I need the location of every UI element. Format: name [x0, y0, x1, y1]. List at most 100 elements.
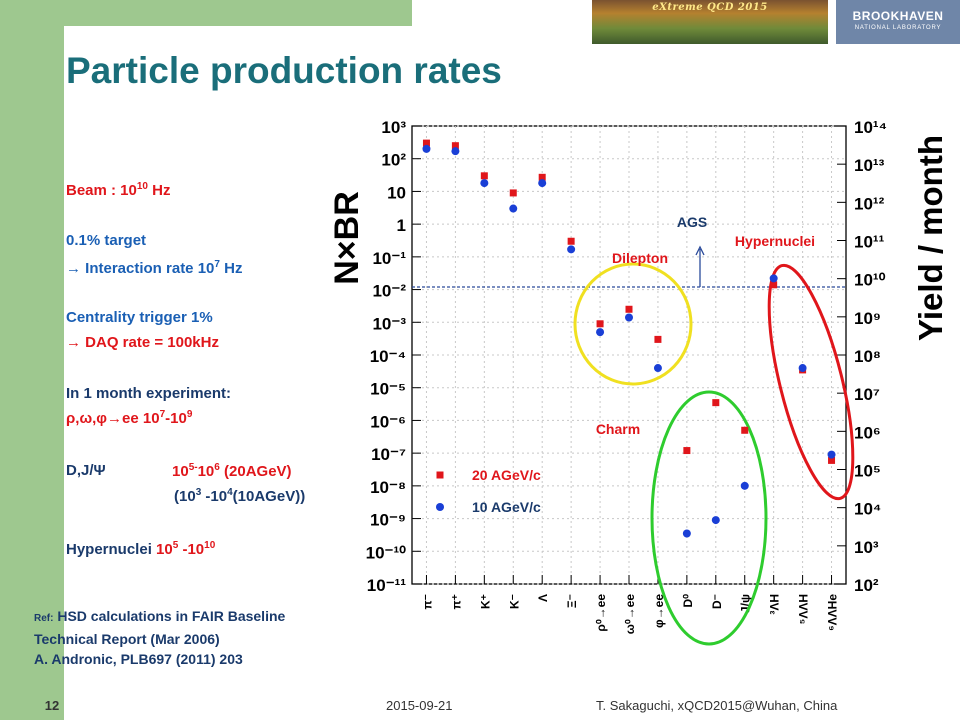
- y-axis-title: N×BR: [330, 191, 366, 285]
- data-point-0: [770, 281, 778, 289]
- category-label: ⁵ΛΛH: [797, 594, 811, 624]
- y-tick-label: 10⁻⁸: [370, 478, 406, 497]
- category-label: Λ: [536, 594, 550, 602]
- y-tick-label: 10⁻⁴: [370, 347, 406, 366]
- y-tick-label: 10⁻¹: [372, 249, 406, 268]
- data-point-1: [682, 529, 691, 538]
- charm-label: D,J/Ψ: [66, 462, 106, 479]
- y-tick-label: 10⁻⁵: [370, 380, 406, 399]
- banner-text: eXtreme QCD 2015: [652, 2, 768, 13]
- data-point-0: [538, 173, 546, 181]
- y2-tick-label: 10⁶: [854, 423, 881, 442]
- hypernuclei-rate: Hypernuclei 105 -1010: [66, 540, 216, 558]
- data-point-0: [828, 456, 836, 464]
- reference-prefix: Ref:: [34, 613, 54, 624]
- reference: Ref: HSD calculations in FAIR Baseline T…: [34, 606, 285, 669]
- y-tick-label: 10⁻²: [372, 282, 406, 301]
- ags-label: AGS: [677, 214, 707, 230]
- brookhaven-logo: BROOKHAVEN NATIONAL LABORATORY: [836, 0, 960, 44]
- conference-banner: eXtreme QCD 2015: [592, 0, 828, 44]
- data-point-0: [567, 237, 575, 245]
- y2-tick-label: 10⁷: [854, 385, 880, 404]
- category-label: ⁶ΛΛHe: [826, 594, 840, 631]
- category-label: π⁻: [420, 594, 434, 610]
- reference-line-2: Technical Report (Mar 2006): [34, 631, 220, 647]
- data-point-1: [596, 328, 605, 337]
- side-accent-bar: [0, 0, 64, 720]
- y-tick-label: 10⁻¹¹: [367, 576, 407, 595]
- data-point-1: [653, 364, 662, 373]
- group-label-hypernuclei: Hypernuclei: [735, 233, 815, 249]
- vector-meson-rate: ρ,ω,φ→ee 107-109: [66, 409, 193, 427]
- data-point-0: [509, 189, 517, 197]
- category-label: ω⁰→ee: [623, 594, 637, 635]
- legend-marker: [436, 503, 444, 511]
- group-ellipse-hypernuclei: [767, 263, 855, 501]
- daq-rate: → DAQ rate = 100kHz: [66, 334, 219, 351]
- y2-tick-label: 10³: [854, 538, 879, 557]
- category-label: K⁺: [478, 594, 492, 609]
- target-text: 0.1% target: [66, 232, 147, 249]
- y-tick-label: 10⁻⁷: [371, 445, 406, 464]
- category-label: D⁰: [681, 594, 695, 608]
- data-point-1: [567, 245, 576, 254]
- group-ellipse-dilepton: [573, 262, 693, 386]
- reference-line-1: HSD calculations in FAIR Baseline: [53, 608, 286, 624]
- page-title: Particle production rates: [66, 50, 502, 91]
- data-point-1: [711, 516, 720, 525]
- y-tick-label: 1: [397, 216, 406, 235]
- category-label: Ξ⁻: [565, 594, 579, 608]
- data-point-0: [683, 447, 691, 455]
- data-point-1: [480, 179, 489, 188]
- centrality-trigger: Centrality trigger 1%: [66, 309, 213, 326]
- y2-tick-label: 10⁵: [854, 462, 881, 481]
- ags-arrow-head: [695, 245, 705, 256]
- footer-date: 2015-09-21: [386, 698, 453, 713]
- data-point-0: [451, 142, 459, 150]
- charm-rate-10agev: (103 -104(10AGeV)): [174, 487, 306, 505]
- legend-label: 10 AGeV/c: [472, 499, 541, 515]
- data-point-0: [422, 139, 430, 147]
- data-point-0: [654, 335, 662, 343]
- production-rate-chart: 10³ 10² 10 1 10⁻¹ 10⁻² 10⁻³ 10⁻⁴ 10⁻⁵ 10⁻⁶ 10⁻⁷ 10⁻…: [330, 118, 949, 646]
- y-tick-label: 10⁻¹⁰: [366, 543, 407, 562]
- top-accent-bar: [64, 0, 412, 26]
- data-point-1: [740, 481, 749, 490]
- category-label: φ→ee: [652, 594, 666, 628]
- page-number: 12: [44, 698, 60, 713]
- month-experiment-label: In 1 month experiment:: [66, 385, 232, 402]
- legend-marker: [436, 471, 444, 479]
- category-label: ρ⁰→ee: [594, 594, 608, 632]
- logo-sub-text: NATIONAL LABORATORY: [854, 25, 942, 31]
- data-point-0: [741, 426, 749, 434]
- data-point-1: [451, 147, 460, 156]
- data-point-0: [625, 305, 633, 313]
- data-point-1: [422, 144, 431, 153]
- data-point-1: [538, 179, 547, 188]
- footer-author: T. Sakaguchi, xQCD2015@Wuhan, China: [596, 698, 838, 713]
- y2-tick-label: 10¹¹: [854, 233, 885, 252]
- group-ellipse-charm: [650, 390, 768, 646]
- y-tick-label: 10: [387, 183, 406, 202]
- category-label: K⁻: [507, 594, 521, 609]
- data-point-0: [712, 399, 720, 407]
- y2-tick-label: 10⁹: [854, 309, 881, 328]
- beam-rate: Beam : 1010 Hz: [66, 181, 171, 199]
- category-label: π⁺: [449, 594, 463, 610]
- y2-tick-label: 10¹⁰: [854, 271, 886, 290]
- data-point-0: [596, 320, 604, 328]
- y2-tick-label: 10¹⁴: [854, 118, 887, 137]
- interaction-rate: → Interaction rate 107 Hz: [66, 259, 243, 277]
- data-point-1: [798, 364, 807, 373]
- logo-main-text: BROOKHAVEN: [852, 9, 944, 23]
- data-point-0: [480, 172, 488, 180]
- y-tick-label: 10⁻⁶: [370, 412, 406, 431]
- y2-tick-label: 10²: [854, 576, 879, 595]
- data-point-1: [509, 204, 518, 213]
- y-tick-label: 10²: [381, 151, 406, 170]
- legend-label: 20 AGeV/c: [472, 467, 541, 483]
- y2-tick-label: 10¹²: [854, 194, 885, 213]
- charm-rate-20agev: 105-106 (20AGeV): [172, 462, 292, 480]
- category-label: D⁻: [710, 594, 724, 609]
- data-point-1: [625, 313, 633, 322]
